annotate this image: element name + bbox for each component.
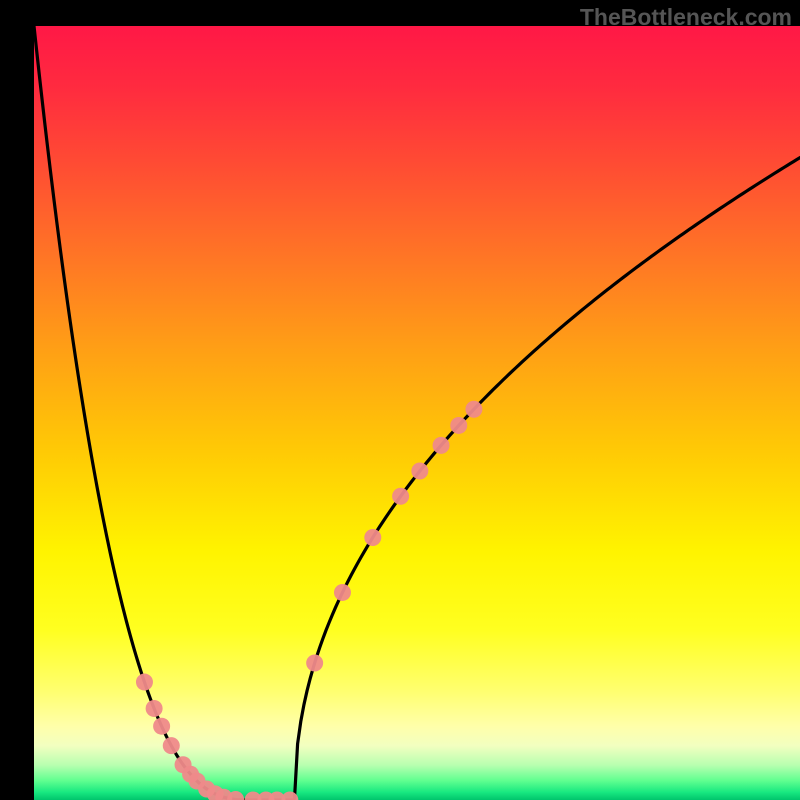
data-marker <box>450 417 467 434</box>
watermark-text: TheBottleneck.com <box>580 4 792 31</box>
data-marker <box>146 700 163 717</box>
chart-container: TheBottleneck.com <box>0 0 800 800</box>
data-marker <box>433 437 450 454</box>
data-marker <box>411 463 428 480</box>
data-marker <box>153 718 170 735</box>
data-marker <box>306 654 323 671</box>
data-marker <box>136 674 153 691</box>
data-marker <box>465 401 482 418</box>
data-marker <box>163 737 180 754</box>
bottleneck-chart <box>0 0 800 800</box>
data-marker <box>334 584 351 601</box>
data-marker <box>364 529 381 546</box>
data-marker <box>392 488 409 505</box>
